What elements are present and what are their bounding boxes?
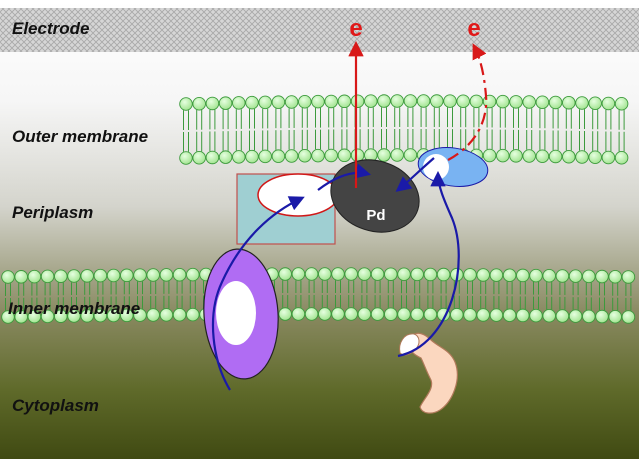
arrow-box-to-pd <box>317 163 371 191</box>
outer-protein-pocket <box>423 154 449 180</box>
region-label-inner-membrane: Inner membrane <box>8 299 140 318</box>
arrow-cytoplasm-to-outer-protein <box>397 170 460 358</box>
region-label-periplasm: Periplasm <box>12 203 93 222</box>
electron-label-2: e <box>467 15 480 42</box>
electron-label-1: e <box>349 15 362 42</box>
arrow-outer-protein-to-pd <box>395 157 435 192</box>
inner-protein-pocket <box>216 281 256 345</box>
arrow-inner-to-box <box>211 196 305 391</box>
electron-arrow-protein-to-electrode <box>447 43 488 161</box>
inner-membrane-bilayer <box>1 267 636 324</box>
electrode-band <box>0 8 639 52</box>
pd-label: Pd <box>366 207 385 224</box>
periplasm-box-oval <box>257 173 339 217</box>
region-label-outer-membrane: Outer membrane <box>12 127 148 146</box>
region-label-electrode: Electrode <box>12 19 89 38</box>
region-label-cytoplasm: Cytoplasm <box>12 396 99 415</box>
